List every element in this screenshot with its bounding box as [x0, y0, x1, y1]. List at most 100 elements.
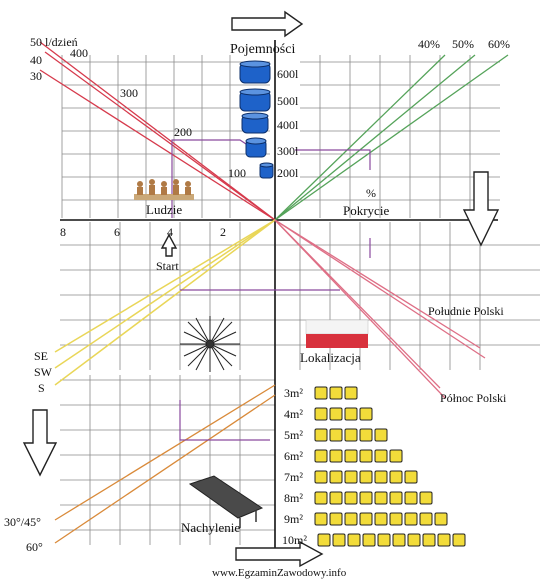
area-label-7m2: 7m²	[284, 470, 303, 484]
left-down-arrow	[22, 409, 58, 477]
tank-600-label: 600l	[277, 67, 299, 81]
coverage-60: 60%	[488, 37, 510, 51]
collector-box	[377, 533, 391, 547]
collector-box	[404, 470, 418, 484]
tank-labels: 600l 500l 400l 300l 200l	[277, 67, 299, 180]
collector-box	[374, 428, 388, 442]
collector-box	[329, 386, 343, 400]
collector-box	[314, 449, 328, 463]
collector-box	[329, 512, 343, 526]
collector-box	[389, 470, 403, 484]
collector-box	[374, 449, 388, 463]
collector-box	[344, 407, 358, 421]
start-up-arrow	[160, 233, 178, 257]
collector-box	[389, 491, 403, 505]
collector-box	[314, 491, 328, 505]
collector-box	[314, 512, 328, 526]
compass-star-icon	[180, 316, 240, 372]
area-label-9m2: 9m²	[284, 512, 303, 526]
collector-box	[344, 491, 358, 505]
tank-600-icon	[239, 60, 271, 84]
collector-box	[452, 533, 466, 547]
collector-box	[422, 533, 436, 547]
site-watermark: www.EgzaminZawodowy.info	[212, 567, 347, 579]
tank-500-icon	[239, 88, 271, 112]
collector-box	[434, 512, 448, 526]
collector-box	[404, 491, 418, 505]
coverage-50: 50%	[452, 37, 474, 51]
people-tick-4: 4	[167, 225, 173, 239]
orientation-labels: SE SW S	[34, 349, 53, 395]
collector-box	[314, 407, 328, 421]
collector-box	[359, 512, 373, 526]
solar-panel-icon	[188, 475, 264, 528]
tank-200-icon	[259, 162, 274, 179]
collector-box	[314, 470, 328, 484]
orientation-sw: SW	[34, 365, 53, 379]
area-label-8m2: 8m²	[284, 491, 303, 505]
poland-flag-icon	[305, 319, 369, 348]
tilt-label: Nachylenie	[181, 520, 240, 535]
people-axis-ticks: 8 6 4 2	[60, 225, 226, 239]
top-right-arrow	[231, 10, 304, 38]
collector-box	[347, 533, 361, 547]
people-tick-2: 2	[220, 225, 226, 239]
consumption-200: 200	[174, 125, 192, 139]
collector-area-labels: 3m² 4m² 5m² 6m² 7m² 8m² 9m² 10m²	[282, 386, 307, 547]
collector-box	[344, 512, 358, 526]
collector-box	[359, 491, 373, 505]
collector-box	[404, 512, 418, 526]
coverage-percents: 40% 50% 60%	[418, 37, 510, 51]
collector-box	[344, 386, 358, 400]
collector-box	[392, 533, 406, 547]
collector-box	[359, 449, 373, 463]
tank-200-label: 200l	[277, 166, 299, 180]
collector-box	[344, 449, 358, 463]
scale-30-label: 30	[30, 69, 42, 83]
collector-box	[332, 533, 346, 547]
tank-400-label: 400l	[277, 118, 299, 132]
coverage-symbol: %	[366, 186, 376, 200]
collector-area-boxes	[314, 386, 466, 547]
collector-box	[344, 428, 358, 442]
collector-box	[359, 470, 373, 484]
collector-box	[329, 407, 343, 421]
people-group-icon	[134, 179, 194, 200]
location-label: Lokalizacja	[300, 350, 361, 365]
collector-box	[329, 470, 343, 484]
tilt-30-45: 30°/45°	[4, 515, 41, 529]
coverage-lines	[274, 54, 509, 221]
collector-box	[419, 512, 433, 526]
tank-300-icon	[245, 137, 267, 158]
orientation-se: SE	[34, 349, 48, 363]
north-poland-label: Północ Polski	[440, 391, 507, 405]
coverage-label: Pokrycie	[343, 203, 389, 218]
consumption-300: 300	[120, 86, 138, 100]
flow-arrows	[22, 10, 500, 568]
area-label-3m2: 3m²	[284, 386, 303, 400]
collector-box	[374, 470, 388, 484]
tank-300-label: 300l	[277, 144, 299, 158]
collector-box	[329, 491, 343, 505]
area-label-4m2: 4m²	[284, 407, 303, 421]
collector-box	[374, 512, 388, 526]
area-label-10m2: 10m²	[282, 533, 307, 547]
south-poland-label: Południe Polski	[428, 304, 504, 318]
collector-box	[407, 533, 421, 547]
collector-box	[314, 428, 328, 442]
people-tick-6: 6	[114, 225, 120, 239]
tank-500-label: 500l	[277, 94, 299, 108]
consumption-100: 100	[228, 166, 246, 180]
collector-box	[419, 491, 433, 505]
collector-box	[344, 470, 358, 484]
orientation-s: S	[38, 381, 45, 395]
collector-box	[437, 533, 451, 547]
area-label-6m2: 6m²	[284, 449, 303, 463]
bottom-right-arrow	[235, 540, 324, 568]
tilt-lines	[54, 384, 276, 544]
collector-box	[362, 533, 376, 547]
collector-box	[329, 428, 343, 442]
daily-consumption-scale: 50 l/dzień 40 30 400 300 200 100	[30, 35, 246, 180]
collector-box	[329, 449, 343, 463]
